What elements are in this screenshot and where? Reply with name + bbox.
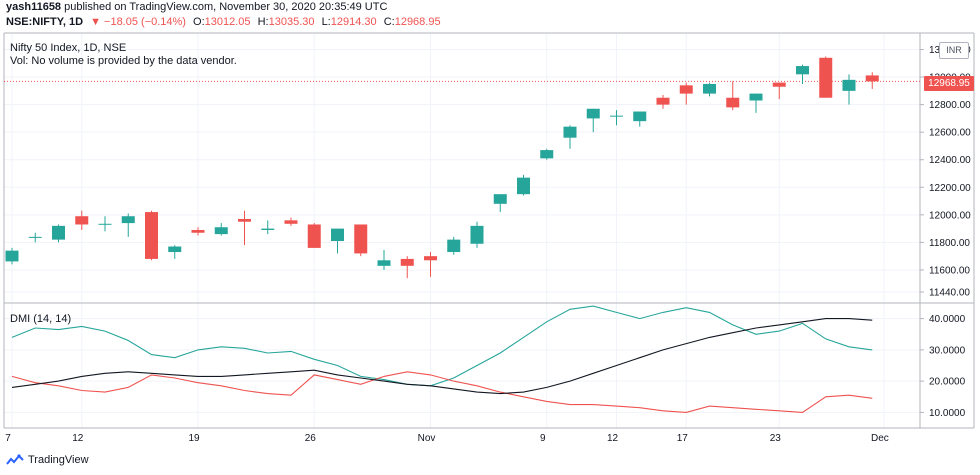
published-text: published on TradingView.com, November 3…: [64, 1, 388, 13]
candle-body: [28, 236, 42, 238]
candle-body: [493, 194, 507, 204]
high-label: H:: [257, 16, 269, 28]
price-tick-label: 12000.00: [929, 210, 971, 221]
x-tick-label: 7: [5, 433, 11, 444]
candle-body: [331, 228, 344, 242]
candle-body: [633, 111, 647, 122]
dmi-tick-label: 40.0000: [929, 314, 966, 325]
chart-title: Nifty 50 Index, 1D, NSE: [10, 42, 127, 54]
candle-body: [261, 228, 275, 230]
candle-body: [214, 227, 228, 235]
price-tick-label: 12200.00: [929, 183, 971, 194]
ohlc-header: NSE:NIFTY, 1D ▼ −18.05 (−0.14%) O:13012.…: [6, 16, 445, 28]
x-tick-label: 9: [540, 433, 546, 444]
candle-body: [354, 224, 368, 254]
dmi-tick-label: 30.0000: [929, 345, 966, 356]
low-value: 12914.30: [330, 16, 377, 28]
candle-body: [424, 256, 437, 261]
open-value: 13012.05: [204, 16, 251, 28]
high-value: 13035.30: [268, 16, 315, 28]
x-tick-label: 12: [72, 433, 84, 444]
last-price-badge: 12968.95: [924, 76, 974, 91]
candle-body: [470, 225, 484, 244]
candle-body: [865, 75, 879, 82]
candle-body: [400, 258, 414, 266]
candle-body: [726, 97, 740, 108]
candle-body: [563, 126, 577, 138]
indicator-title[interactable]: DMI (14, 14): [10, 313, 72, 325]
candle-body: [610, 115, 623, 117]
candle-body: [772, 82, 786, 87]
close-label: C:: [383, 16, 395, 28]
publish-info: yash11658 published on TradingView.com, …: [6, 1, 387, 13]
candle-body: [168, 246, 182, 253]
dmi-line-di: [11, 305, 873, 387]
x-tick-label: Nov: [418, 433, 436, 444]
candle-body: [517, 177, 530, 195]
price-tick-label: 11600.00: [929, 265, 970, 276]
symbol-label: NSE:NIFTY, 1D: [6, 16, 84, 28]
price-tick-label: 12600.00: [929, 128, 971, 139]
volume-note: Vol: No volume is provided by the data v…: [10, 55, 237, 67]
price-tick-label: 11800.00: [929, 238, 970, 249]
candle-body: [238, 218, 251, 222]
candle-body: [703, 83, 716, 94]
change-value: ▼ −18.05 (−0.14%): [90, 16, 186, 28]
x-tick-label: 19: [188, 433, 200, 444]
footer-brand-label: TradingView: [28, 454, 89, 466]
dmi-tick-label: 20.0000: [929, 377, 966, 388]
candle-body: [819, 57, 833, 98]
candle-body: [145, 212, 158, 259]
candle-body: [540, 150, 554, 159]
low-label: L:: [321, 16, 331, 28]
candle-body: [447, 239, 461, 253]
footer-brand[interactable]: TradingView: [6, 454, 89, 466]
x-tick-label: 23: [770, 433, 782, 444]
dmi-line-di: [11, 371, 873, 413]
candle-body: [191, 229, 205, 233]
candle-body: [842, 79, 856, 91]
close-value: 12968.95: [394, 16, 441, 28]
x-tick-label: 12: [607, 433, 619, 444]
candle-body: [796, 66, 809, 75]
candle-body: [52, 225, 65, 240]
dmi-tick-label: 10.0000: [929, 408, 966, 419]
x-tick-label: 26: [305, 433, 317, 444]
open-label: O:: [193, 16, 205, 28]
candle-body: [75, 216, 89, 225]
price-tick-label: 12800.00: [929, 100, 971, 111]
candle-body: [307, 224, 321, 248]
x-tick-label: 17: [677, 433, 689, 444]
candle-body: [586, 108, 600, 119]
candle-body: [98, 223, 112, 225]
candle-body: [5, 250, 19, 262]
candle-body: [749, 93, 763, 101]
candle-body: [284, 220, 298, 224]
tradingview-logo-icon: [6, 454, 24, 465]
candle-body: [656, 97, 670, 105]
candle-body: [679, 85, 693, 94]
currency-badge[interactable]: INR: [939, 42, 969, 59]
price-tick-label: 12400.00: [929, 155, 971, 166]
x-tick-label: Dec: [871, 433, 889, 444]
candle-body: [121, 216, 135, 224]
publisher-name[interactable]: yash11658: [6, 1, 62, 13]
price-tick-label: 11440.00: [929, 287, 970, 298]
dmi-line-adx: [11, 318, 873, 395]
candle-body: [377, 260, 391, 266]
